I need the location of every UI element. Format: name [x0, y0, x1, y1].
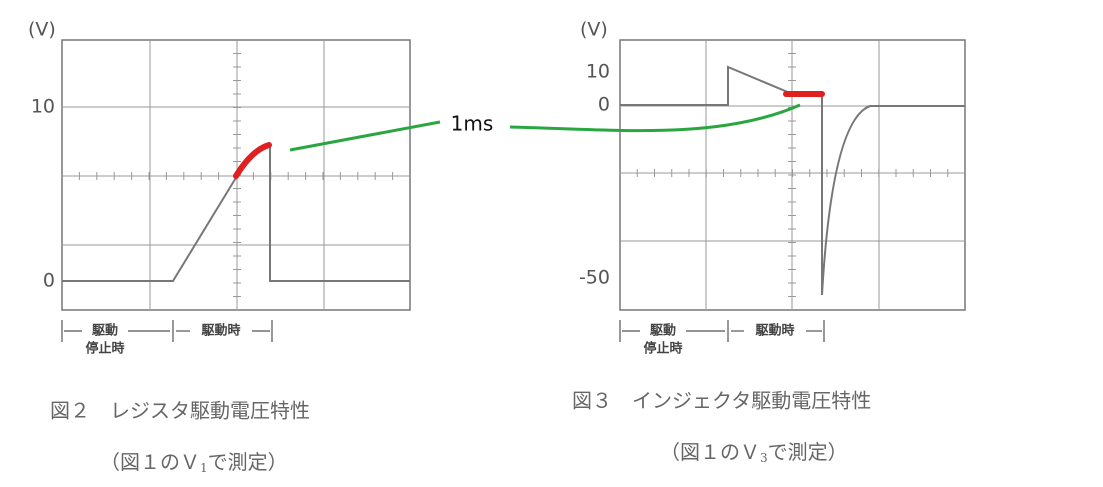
waveform	[62, 143, 410, 282]
phase-arrows	[61, 320, 273, 342]
phase-label: 駆動時	[201, 323, 240, 339]
panel-2: (V) 10 0 -50 駆動 停止時 駆動時 図３ インジェクタ駆動電圧特性 …	[572, 19, 966, 465]
phase-label: 停止時	[85, 341, 124, 357]
panel-1: (V) 10 0 駆動 停止時 駆動時 図２ レジスタ駆動電圧特性 （図１のＶ1…	[28, 19, 411, 475]
sub-caption-text: で測定）	[208, 450, 288, 474]
grid	[62, 40, 410, 310]
phase-label: 駆動時	[755, 323, 794, 339]
scope-frame	[61, 39, 411, 311]
y-label: 10	[586, 61, 610, 83]
y-label: -50	[579, 267, 610, 289]
annotation-line	[509, 103, 801, 133]
y-label: 10	[31, 96, 55, 118]
annotation: 1ms	[451, 112, 494, 136]
phase-label: 駆動	[92, 323, 118, 339]
y-label: 0	[43, 270, 55, 292]
highlight	[233, 142, 272, 179]
unit-label: (V)	[28, 19, 56, 41]
unit-label: (V)	[580, 19, 608, 41]
subscript: 3	[760, 451, 768, 465]
sub-caption: （図１のＶ1で測定）	[100, 450, 288, 475]
y-label: 0	[598, 94, 610, 116]
sub-caption-text: （図１のＶ	[100, 450, 200, 474]
phase-label: 駆動	[650, 323, 676, 339]
center-ticks	[78, 53, 394, 297]
phase-arrows	[619, 320, 825, 342]
caption: 図３ インジェクタ駆動電圧特性	[572, 389, 871, 413]
caption: 図２ レジスタ駆動電圧特性	[50, 399, 310, 423]
sub-caption-text: （図１のＶ	[660, 440, 760, 464]
phase-label: 停止時	[643, 341, 682, 357]
annotation-line	[289, 120, 441, 152]
sub-caption-text: で測定）	[768, 440, 848, 464]
subscript: 1	[200, 461, 208, 475]
sub-caption: （図１のＶ3で測定）	[660, 440, 848, 465]
